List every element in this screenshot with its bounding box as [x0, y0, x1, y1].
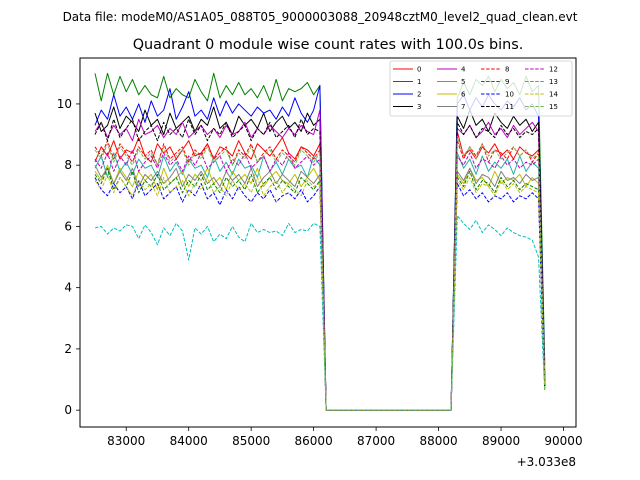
x-axis: 83000 84000 85000 86000 87000 88000 89000 90000 [107, 427, 583, 448]
x-tick-label: 86000 [295, 434, 333, 448]
legend-label-15: 15 [549, 103, 558, 111]
series-line-10 [94, 177, 546, 411]
legend-label-13: 13 [549, 78, 558, 86]
series-line-12 [94, 149, 546, 411]
x-tick-label: 90000 [544, 434, 582, 448]
legend-label-14: 14 [549, 91, 558, 99]
legend-label-8: 8 [505, 66, 509, 74]
series-line-13 [94, 215, 546, 411]
legend-label-11: 11 [505, 103, 514, 111]
y-tick-label: 10 [57, 97, 72, 111]
y-tick-label: 2 [64, 342, 72, 356]
series-line-14 [94, 173, 546, 411]
x-tick-label: 89000 [482, 434, 520, 448]
y-tick-label: 6 [64, 219, 72, 233]
legend-label-12: 12 [549, 66, 558, 74]
legend-label-9: 9 [505, 78, 509, 86]
y-tick-label: 0 [64, 403, 72, 417]
x-tick-label: 84000 [170, 434, 208, 448]
figure-suptitle: Data file: modeM0/AS1A05_088T05_90000030… [63, 10, 578, 24]
x-tick-label: 83000 [107, 434, 145, 448]
legend-label-4: 4 [461, 66, 466, 74]
chart-title: Quadrant 0 module wise count rates with … [133, 37, 524, 53]
legend-label-7: 7 [461, 103, 465, 111]
series-line-9 [94, 167, 546, 411]
series-line-11 [94, 118, 546, 411]
plot-frame [79, 57, 577, 428]
legend-label-0: 0 [417, 66, 421, 74]
x-tick-label: 87000 [357, 434, 395, 448]
x-tick-label: 85000 [232, 434, 270, 448]
legend-label-5: 5 [461, 78, 465, 86]
series-line-15 [94, 137, 546, 411]
legend-label-2: 2 [417, 91, 421, 99]
series-layer [94, 72, 546, 411]
legend-label-1: 1 [417, 78, 421, 86]
y-axis: 0 2 4 6 8 10 [57, 97, 80, 417]
x-axis-offset-label: +3.033e8 [517, 455, 576, 469]
y-tick-label: 4 [64, 281, 72, 295]
x-tick-label: 88000 [419, 434, 457, 448]
legend-label-10: 10 [505, 91, 514, 99]
legend-label-3: 3 [417, 103, 421, 111]
series-line-7 [94, 164, 546, 411]
y-tick-label: 8 [64, 158, 72, 172]
legend-box [389, 60, 573, 117]
legend-label-6: 6 [461, 91, 466, 99]
